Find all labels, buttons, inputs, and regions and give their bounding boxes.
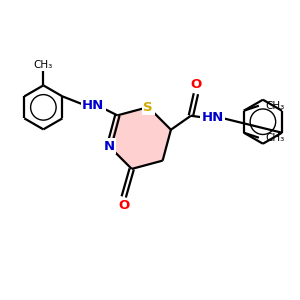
Text: CH₃: CH₃ [34, 60, 53, 70]
Text: HN: HN [82, 99, 104, 112]
Text: HN: HN [202, 111, 224, 124]
Text: N: N [103, 140, 115, 153]
Text: O: O [118, 200, 129, 212]
Text: O: O [190, 78, 202, 91]
Text: CH₃: CH₃ [266, 101, 285, 111]
Polygon shape [109, 107, 171, 169]
Text: S: S [143, 100, 153, 114]
Text: CH₃: CH₃ [266, 133, 285, 143]
